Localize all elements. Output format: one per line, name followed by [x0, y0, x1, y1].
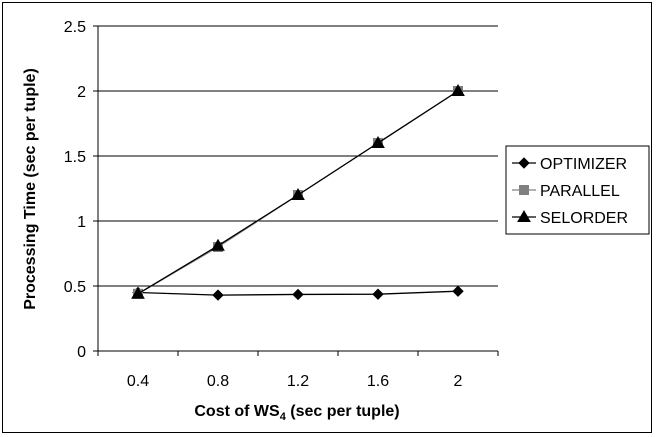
legend-marker	[519, 185, 529, 195]
legend-item: PARALLEL	[512, 183, 620, 200]
x-tick-label: 0.4	[127, 373, 149, 390]
y-tick-label: 2	[77, 84, 86, 101]
legend-marker	[518, 157, 530, 169]
axes	[93, 25, 499, 356]
x-tick-label: 2	[454, 373, 463, 390]
series-layer	[131, 83, 465, 301]
y-tick-label: 1.5	[64, 149, 86, 166]
data-point	[211, 238, 225, 251]
data-point	[371, 135, 385, 148]
legend-label: SELORDER	[540, 210, 628, 227]
x-tick-label: 0.8	[207, 373, 229, 390]
legend: OPTIMIZER PARALLEL SELORDER	[505, 145, 650, 235]
data-point	[212, 289, 224, 301]
data-point	[292, 288, 304, 301]
chart-frame: 0 0.5 1 1.5 2 2.5 0.4 0.8 1.2 1.6 2 Processing Tim…	[2, 2, 652, 433]
data-point	[372, 288, 384, 300]
data-point	[291, 187, 305, 200]
line-chart: 0 0.5 1 1.5 2 2.5 0.4 0.8 1.2 1.6 2 Processing Tim…	[22, 19, 650, 423]
y-tick-label: 0	[77, 344, 86, 361]
y-tick-label: 0.5	[64, 279, 86, 296]
y-axis-label: Processing Time (sec per tuple)	[22, 68, 39, 310]
y-tick-label: 1	[77, 214, 86, 231]
y-tick-label: 2.5	[64, 19, 86, 36]
tick-labels: 0 0.5 1 1.5 2 2.5 0.4 0.8 1.2 1.6 2	[64, 19, 463, 390]
gridlines	[98, 25, 498, 287]
data-point	[452, 285, 464, 297]
series-optimizer	[132, 285, 464, 301]
data-point	[451, 83, 465, 96]
legend-item: SELORDER	[512, 209, 628, 227]
legend-label: OPTIMIZER	[540, 156, 627, 173]
x-axis-label-subscript: 4	[280, 411, 287, 423]
x-tick-label: 1.2	[287, 373, 309, 390]
legend-item: OPTIMIZER	[512, 156, 627, 173]
data-point	[131, 286, 145, 299]
x-axis-label: Cost of WS4 (sec per tuple)	[194, 403, 399, 423]
x-tick-label: 1.6	[367, 373, 389, 390]
series-selorder	[131, 83, 465, 299]
legend-marker	[517, 209, 531, 222]
legend-label: PARALLEL	[540, 183, 620, 200]
